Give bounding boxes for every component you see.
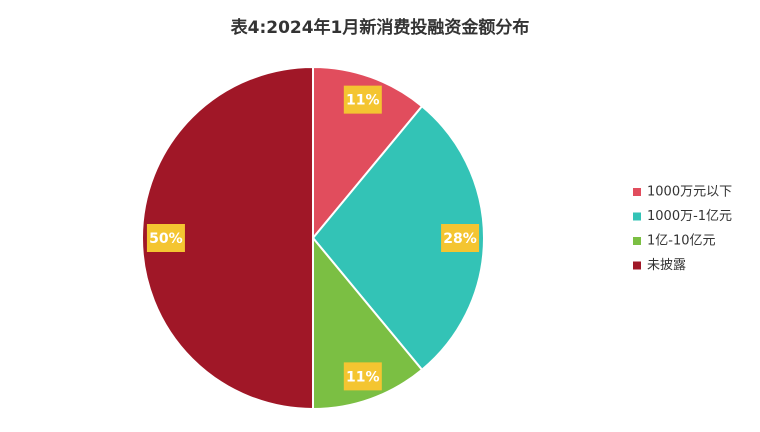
chart-title: 表4:2024年1月新消费投融资金额分布	[231, 17, 530, 38]
data-label-box	[441, 224, 480, 252]
legend-label: 1亿-10亿元	[647, 234, 716, 249]
data-label: 11%	[346, 369, 380, 385]
legend-label: 1000万元以下	[647, 185, 732, 200]
data-label: 28%	[443, 231, 477, 247]
data-label: 11%	[346, 93, 380, 109]
legend-label: 未披露	[647, 258, 686, 273]
legend-swatch	[633, 237, 641, 245]
legend-label: 1000万-1亿元	[647, 209, 732, 224]
data-label-box	[146, 224, 185, 252]
data-label-box	[343, 362, 382, 391]
pie-slice	[312, 235, 424, 411]
legend-swatch	[633, 212, 641, 221]
pie-slice	[312, 65, 424, 241]
legend-swatch	[633, 261, 641, 270]
legend-swatch	[633, 188, 641, 196]
data-label: 50%	[149, 231, 183, 247]
pie-slice	[311, 104, 486, 372]
data-label-box	[343, 85, 382, 114]
pie-slice	[141, 65, 314, 411]
